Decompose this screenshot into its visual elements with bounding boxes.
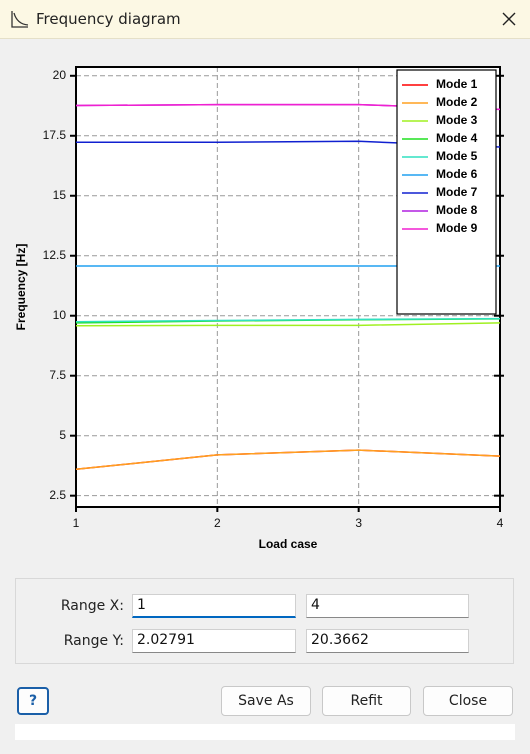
range-group [15, 578, 514, 664]
y-tick-label: 12.5 [43, 248, 67, 262]
range-y-max[interactable]: 20.3662 [306, 629, 469, 653]
y-tick-label: 7.5 [49, 368, 66, 382]
legend [396, 69, 497, 315]
range-x-max[interactable]: 4 [306, 594, 469, 618]
window-title: Frequency diagram [36, 10, 181, 28]
app-icon [11, 11, 29, 28]
x-axis-label: Load case [259, 537, 318, 551]
refit-button[interactable]: Refit [322, 686, 411, 716]
legend-label: Mode 4 [436, 131, 478, 145]
status-bar [15, 724, 515, 740]
legend-label: Mode 5 [436, 149, 478, 163]
series-line [75, 317, 501, 323]
help-button[interactable]: ? [17, 687, 49, 715]
y-tick-label: 15 [53, 188, 67, 202]
axis-frame [75, 66, 501, 508]
y-tick-label: 20 [53, 68, 67, 82]
close-button[interactable]: Close [423, 686, 513, 716]
series-line [75, 322, 501, 327]
x-tick-label: 4 [497, 516, 504, 530]
legend-label: Mode 7 [436, 185, 478, 199]
legend-label: Mode 2 [436, 95, 478, 109]
x-tick-label: 3 [355, 516, 362, 530]
title-bar: Frequency diagram [0, 0, 530, 39]
save-as-button[interactable]: Save As [221, 686, 311, 716]
legend-label: Mode 8 [436, 203, 478, 217]
range-x-label: Range X: [60, 598, 124, 614]
y-axis-label: Frequency [Hz] [14, 244, 28, 331]
close-icon[interactable] [502, 12, 516, 26]
range-y-label: Range Y: [63, 633, 124, 649]
legend-label: Mode 6 [436, 167, 478, 181]
legend-label: Mode 9 [436, 221, 478, 235]
x-tick-label: 2 [214, 516, 221, 530]
y-tick-label: 2.5 [49, 488, 66, 502]
y-tick-label: 5 [59, 428, 66, 442]
chart: 2.5 5 7.5 10 12.5 15 17.5 20 1 2 3 4 Load case Freque… [14, 66, 504, 551]
range-x-min[interactable]: 1 [132, 594, 296, 618]
x-tick-label: 1 [73, 516, 80, 530]
series-line [75, 449, 501, 471]
y-tick-label: 17.5 [43, 128, 67, 142]
y-tick-label: 10 [53, 308, 67, 322]
range-y-min[interactable]: 2.02791 [132, 629, 296, 653]
legend-label: Mode 1 [436, 77, 478, 91]
legend-label: Mode 3 [436, 113, 478, 127]
